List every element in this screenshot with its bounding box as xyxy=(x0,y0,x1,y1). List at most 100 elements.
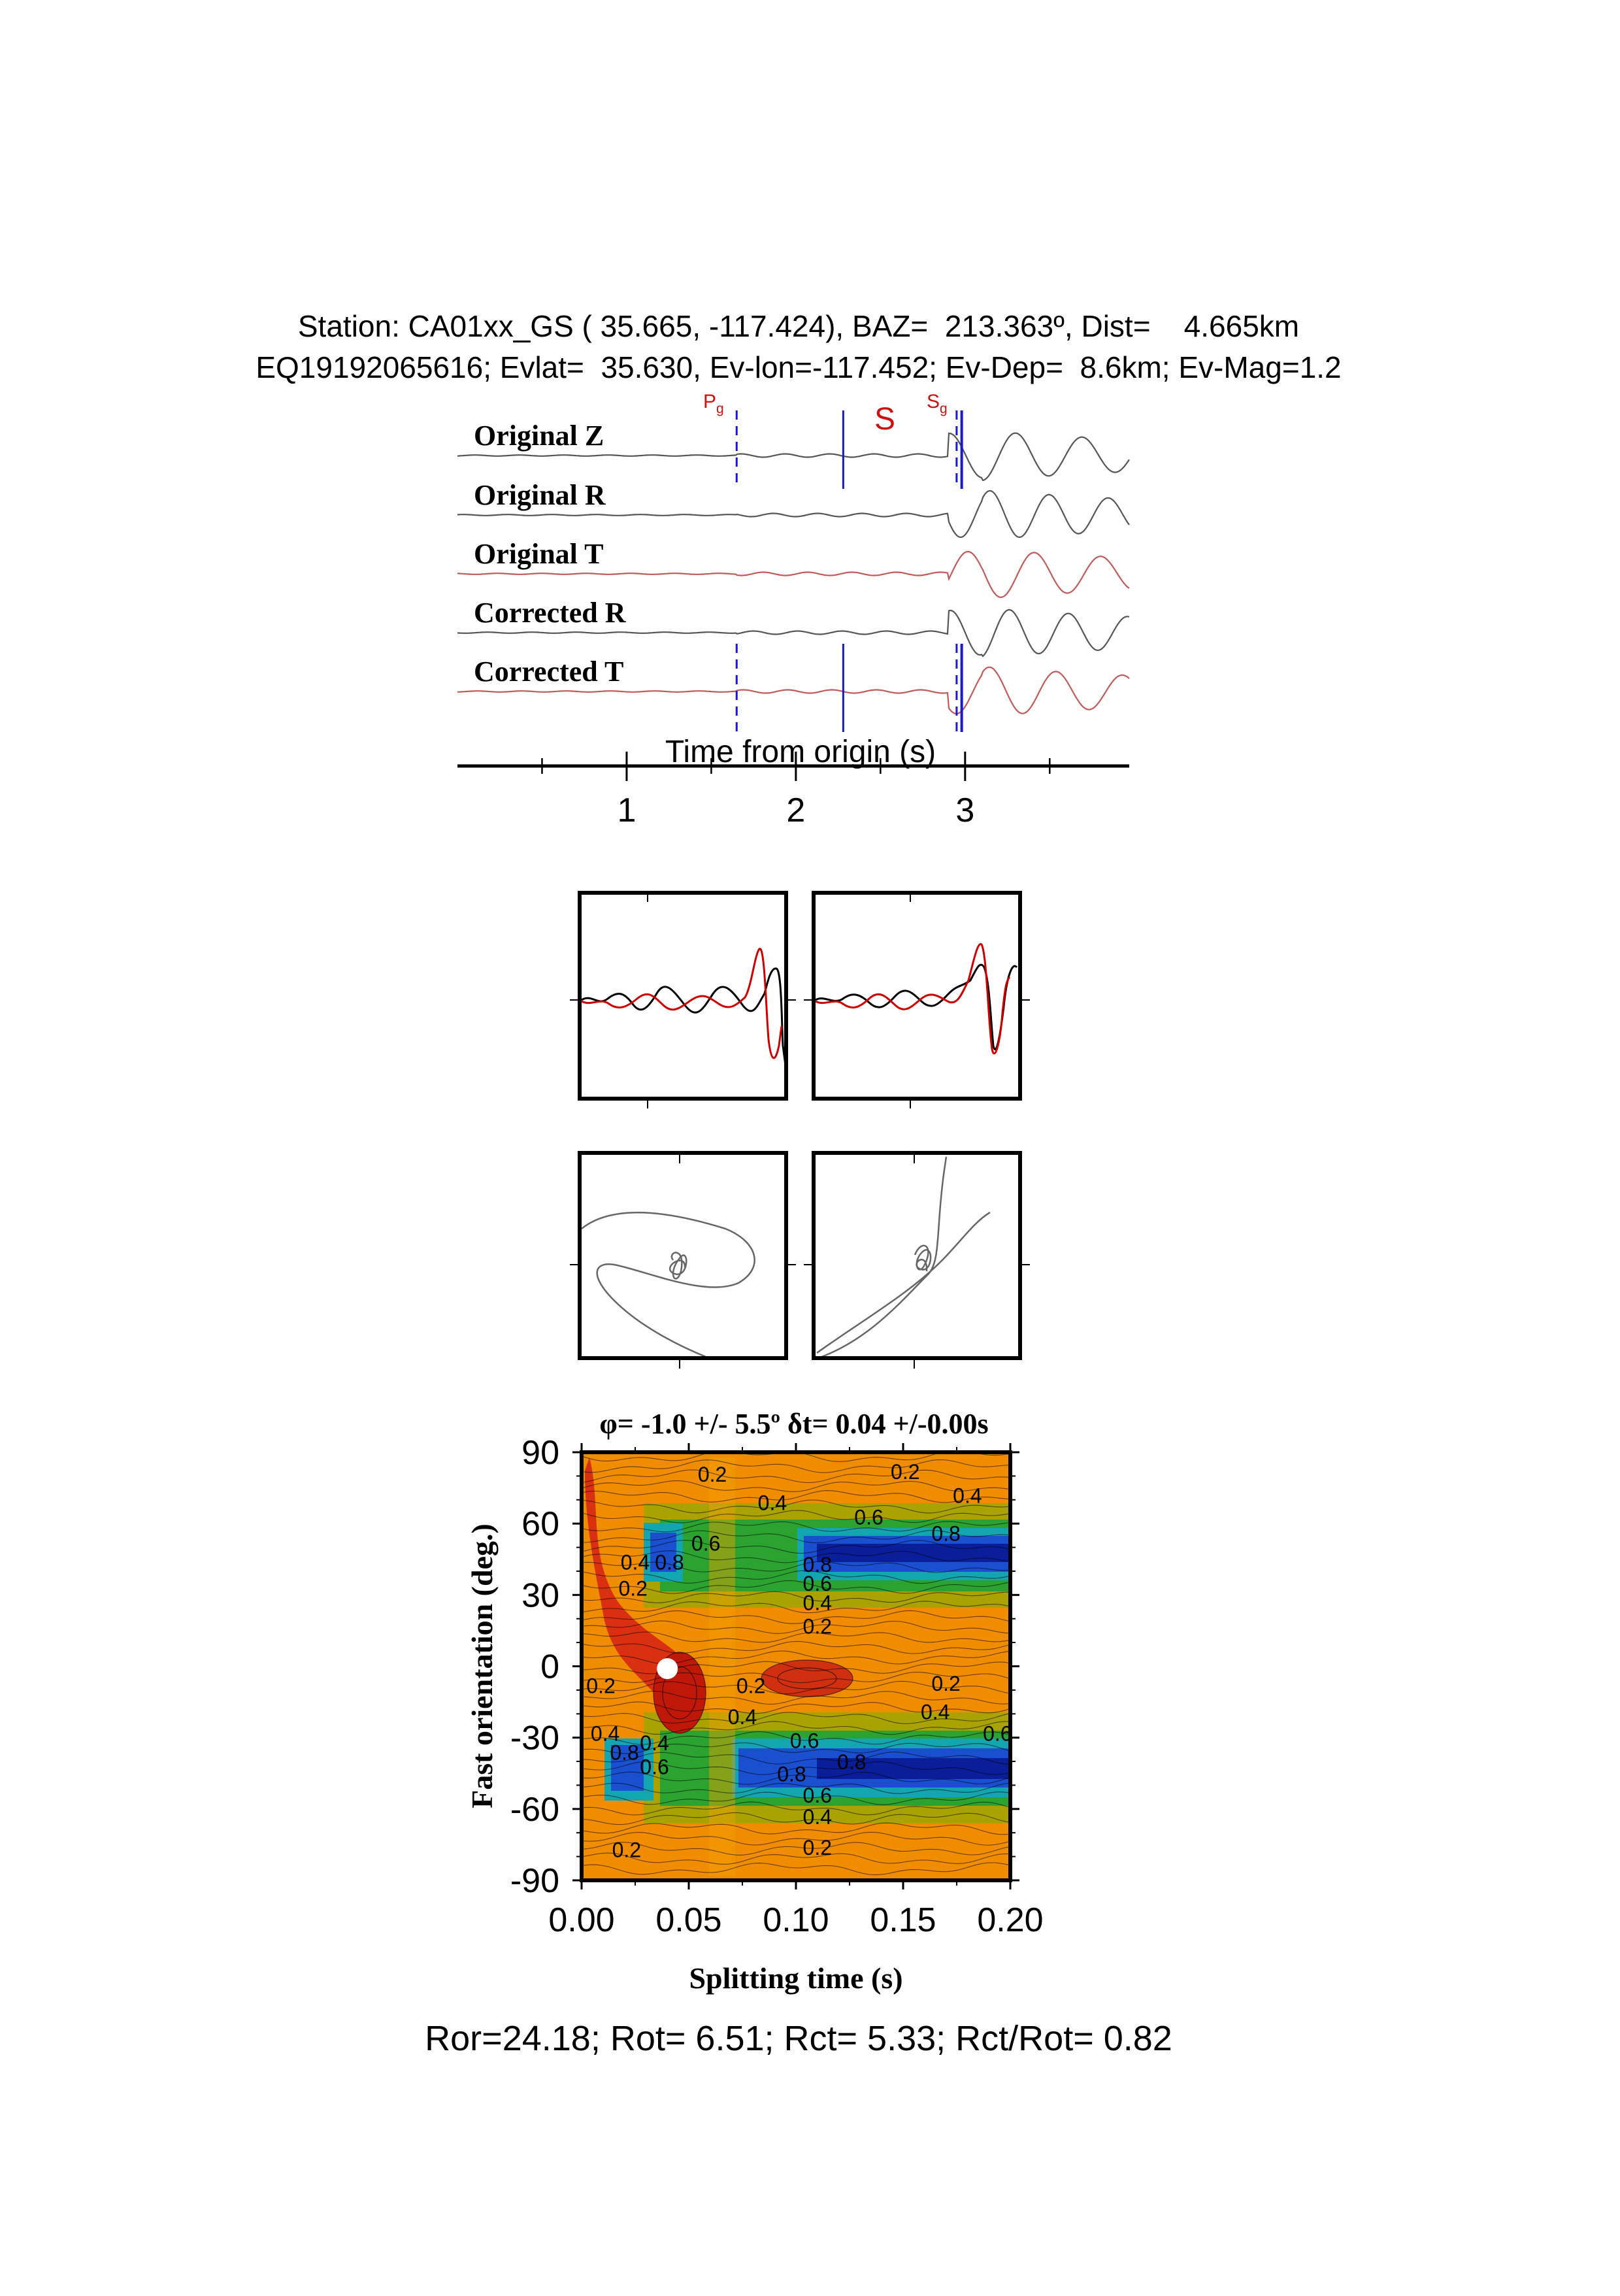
contour-level-label: 0.6 xyxy=(803,1784,832,1807)
contour-level-label: 0.6 xyxy=(640,1755,669,1778)
contour-level-label: 0.2 xyxy=(586,1674,615,1698)
contour-lines xyxy=(582,1452,1010,1876)
contour-level-label: 0.2 xyxy=(803,1615,832,1639)
trace-label: Original T xyxy=(474,538,603,570)
contour-line xyxy=(582,1742,1010,1754)
contour-level-label: 0.6 xyxy=(691,1531,720,1555)
contour-level-text: 0.4 xyxy=(921,1701,950,1724)
contour-line xyxy=(582,1852,1010,1865)
trace-corrected-r xyxy=(457,608,1130,657)
contour-line xyxy=(582,1812,1010,1825)
header-line-2: EQ19192065616; Evlat= 35.630, Ev-lon=-11… xyxy=(256,350,1341,384)
box-frame xyxy=(578,891,788,1101)
trace-labels: Original Z Original R Original T Corrected … xyxy=(474,420,627,688)
trace-original-t xyxy=(457,550,1130,599)
contour-line xyxy=(582,1459,1010,1473)
contour-level-label: 0.6 xyxy=(983,1722,1012,1745)
contour-line xyxy=(582,1822,1010,1835)
contour-line xyxy=(582,1761,1010,1775)
contour-line xyxy=(582,1570,1010,1584)
contour-line xyxy=(582,1701,1010,1714)
contour-level-text: 0.6 xyxy=(854,1505,883,1529)
contour-line xyxy=(582,1680,1010,1695)
trace-label: Corrected T xyxy=(474,656,623,688)
contour-level-label: 0.2 xyxy=(698,1463,727,1486)
contour-level-text: 0.2 xyxy=(803,1836,832,1859)
phase-sg-label: Sg xyxy=(927,391,948,416)
contour-line xyxy=(582,1591,1010,1603)
contour-level-text: 0.2 xyxy=(891,1460,919,1484)
contour-line xyxy=(582,1712,1010,1724)
contour-line xyxy=(582,1490,1010,1503)
contour-level-label: 0.8 xyxy=(655,1550,684,1574)
y-tick-label: 90 xyxy=(521,1434,559,1472)
contour-ring xyxy=(653,1652,706,1734)
contour-level-label: 0.4 xyxy=(728,1705,757,1729)
contour-line xyxy=(582,1671,1010,1684)
contour-level-text: 0.6 xyxy=(983,1722,1012,1745)
trace-label: Original R xyxy=(474,479,606,511)
contour-level-label: 0.4 xyxy=(640,1731,669,1755)
contour-level-label: 0.2 xyxy=(803,1836,832,1859)
contour-level-text: 0.8 xyxy=(803,1553,832,1576)
trace-corrected-t xyxy=(457,666,1130,715)
contour-line xyxy=(582,1521,1010,1533)
contour-line xyxy=(582,1752,1010,1765)
original-particle-motion xyxy=(581,1212,755,1359)
contour-level-labels: 0.2 0.20.4 0.40.60.80.60.80.40.20.80.60.40… xyxy=(586,1460,1012,1862)
seismogram-panel: Original Z Original R Original T Corrected … xyxy=(457,391,1130,829)
contour-line xyxy=(582,1550,1010,1563)
x-tick-label: 0.10 xyxy=(763,1901,829,1939)
x-tick-label: 0.15 xyxy=(870,1901,936,1939)
contour-level-label: 0.2 xyxy=(891,1460,919,1484)
contour-line xyxy=(582,1640,1010,1654)
splitting-contour-plot: 0.00 0.05 0.10 0.15 0.20 90 60 30 0 -30 -60 -90 0.2… xyxy=(465,1408,1044,1995)
contour-line xyxy=(582,1601,1010,1614)
y-tick-label: -90 xyxy=(510,1862,559,1900)
time-axis-ticks: 1 2 3 xyxy=(541,752,1051,829)
contour-level-label: 0.6 xyxy=(854,1505,883,1529)
contour-level-text: 0.2 xyxy=(612,1838,641,1862)
contour-line xyxy=(582,1771,1010,1785)
contour-ring xyxy=(777,1667,837,1689)
contour-level-text: 0.4 xyxy=(803,1591,832,1614)
contour-level-text: 0.8 xyxy=(610,1741,638,1765)
contour-level-label: 0.6 xyxy=(790,1729,819,1752)
best-fit-marker xyxy=(657,1658,678,1680)
contour-ylabel: Fast orientation (deg.) xyxy=(465,1523,499,1808)
contour-line xyxy=(582,1801,1010,1816)
x-tick-label: 0.05 xyxy=(655,1901,721,1939)
contour-axis-ticks: 0.00 0.05 0.10 0.15 0.20 90 60 30 0 -30 -60 -90 xyxy=(510,1434,1044,1939)
y-tick-label: 0 xyxy=(540,1648,559,1686)
time-tick-label: 2 xyxy=(786,791,805,829)
corrected-t-waveform xyxy=(815,943,1011,1055)
contour-line xyxy=(582,1691,1010,1705)
contour-line xyxy=(582,1610,1010,1624)
contour-level-label: 0.2 xyxy=(931,1672,960,1695)
contour-level-text: 0.2 xyxy=(618,1576,647,1600)
contour-line xyxy=(582,1721,1010,1735)
contour-level-text: 0.4 xyxy=(621,1550,650,1574)
box-frame xyxy=(812,891,1022,1101)
contour-level-label: 0.4 xyxy=(803,1591,832,1614)
contour-level-text: 0.4 xyxy=(758,1491,787,1514)
contour-line xyxy=(582,1499,1010,1514)
contour-level-text: 0.4 xyxy=(640,1731,669,1755)
contour-level-label: 0.4 xyxy=(591,1722,620,1745)
waveform-box-corrected xyxy=(804,891,1030,1108)
header-line-1: Station: CA01xx_GS ( 35.665, -117.424), … xyxy=(298,309,1299,343)
contour-level-label: 0.2 xyxy=(736,1674,765,1698)
corrected-particle-motion xyxy=(816,1156,991,1359)
contour-level-label: 0.8 xyxy=(777,1762,806,1786)
y-tick-label: 60 xyxy=(521,1505,559,1543)
contour-line xyxy=(582,1782,1010,1794)
contour-level-text: 0.4 xyxy=(803,1805,832,1829)
contour-level-label: 0.8 xyxy=(931,1522,960,1546)
contour-level-text: 0.8 xyxy=(655,1550,684,1574)
trace-label: Original Z xyxy=(474,420,604,452)
contour-line xyxy=(582,1650,1010,1665)
contour-level-label: 0.2 xyxy=(612,1838,641,1862)
contour-level-label: 0.6 xyxy=(803,1572,832,1595)
contour-line xyxy=(582,1580,1010,1594)
